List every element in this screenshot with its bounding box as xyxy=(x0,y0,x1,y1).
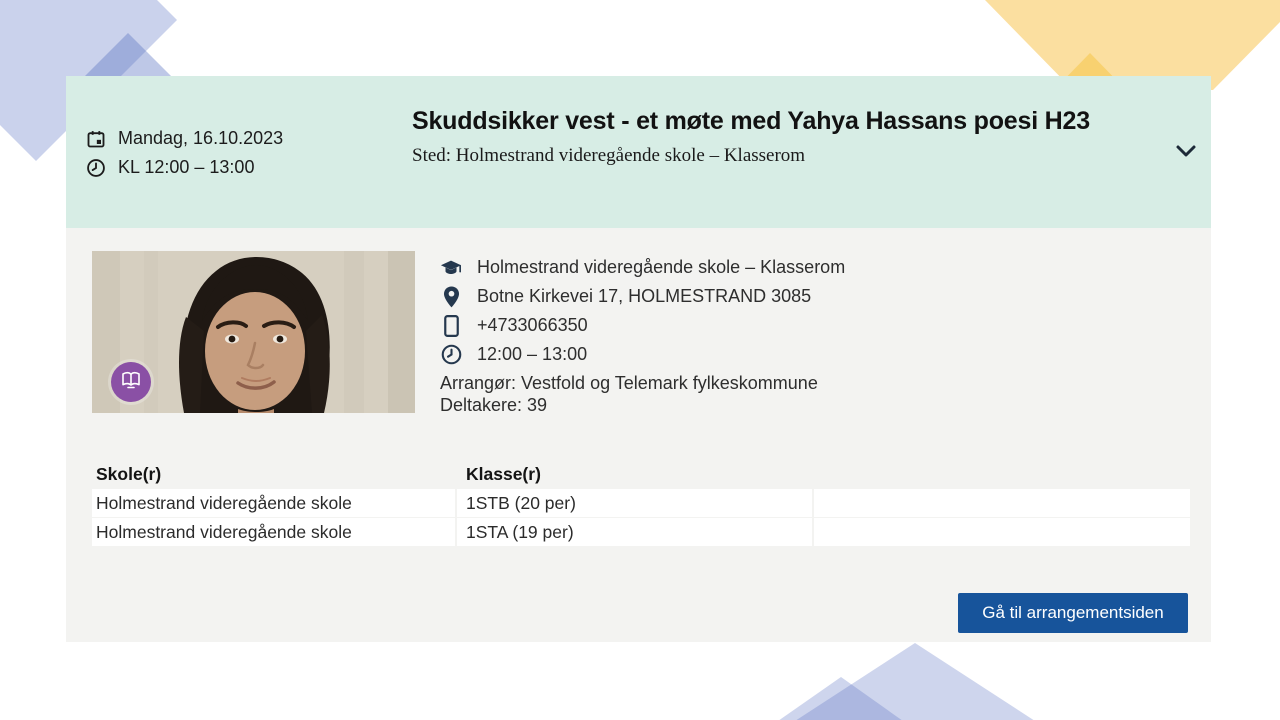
time-detail-row: 12:00 – 13:00 xyxy=(440,340,1000,369)
location-pin-icon xyxy=(440,285,462,308)
decor-bottom-triangles xyxy=(779,643,1034,720)
time-row: KL 12:00 – 13:00 xyxy=(86,155,283,180)
cell-empty xyxy=(814,489,1190,517)
cell-empty xyxy=(814,518,1190,546)
phone-row: +4733066350 xyxy=(440,311,1000,340)
cell-klasse: 1STB (20 per) xyxy=(457,489,812,517)
organizer-text: Arrangør: Vestfold og Telemark fylkeskom… xyxy=(440,373,818,393)
venue-row: Holmestrand videregående skole – Klasser… xyxy=(440,253,1000,282)
event-card-header: Mandag, 16.10.2023 KL 12:00 – 13:00 Skud… xyxy=(66,76,1211,228)
clock-icon xyxy=(440,344,462,365)
open-book-icon xyxy=(119,368,143,397)
address-text: Botne Kirkevei 17, HOLMESTRAND 3085 xyxy=(477,286,812,306)
table-row: Holmestrand videregående skole 1STA (19 … xyxy=(92,518,1190,546)
mobile-phone-icon xyxy=(440,314,462,337)
phone-text: +4733066350 xyxy=(477,315,588,335)
venue-text: Holmestrand videregående skole – Klasser… xyxy=(477,257,846,277)
clock-icon xyxy=(86,158,106,178)
table-row: Holmestrand videregående skole 1STB (20 … xyxy=(92,489,1190,517)
event-location-line: Sted: Holmestrand videregående skole – K… xyxy=(412,145,806,166)
date-row: Mandag, 16.10.2023 xyxy=(86,126,283,151)
datetime-block: Mandag, 16.10.2023 KL 12:00 – 13:00 xyxy=(86,126,283,180)
cell-skole: Holmestrand videregående skole xyxy=(92,518,455,546)
title-block: Skuddsikker vest - et møte med Yahya Has… xyxy=(412,101,1132,169)
time-detail-text: 12:00 – 13:00 xyxy=(477,344,588,364)
address-row: Botne Kirkevei 17, HOLMESTRAND 3085 xyxy=(440,282,1000,311)
graduation-cap-icon xyxy=(440,257,462,279)
cell-klasse: 1STA (19 per) xyxy=(457,518,812,546)
event-time-range: KL 12:00 – 13:00 xyxy=(118,157,255,177)
calendar-icon xyxy=(86,129,106,149)
event-card: Mandag, 16.10.2023 KL 12:00 – 13:00 Skud… xyxy=(66,76,1211,642)
classes-table: Skole(r) Klasse(r) Holmestrand videregåe… xyxy=(92,460,1190,547)
cell-skole: Holmestrand videregående skole xyxy=(92,489,455,517)
event-details: Holmestrand videregående skole – Klasser… xyxy=(440,253,1000,416)
go-to-event-button[interactable]: Gå til arrangementsiden xyxy=(958,593,1188,633)
event-date: Mandag, 16.10.2023 xyxy=(118,128,284,148)
chevron-down-icon[interactable] xyxy=(1174,142,1198,162)
column-header-klasse: Klasse(r) xyxy=(466,464,541,484)
column-header-skole: Skole(r) xyxy=(96,464,162,484)
event-photo xyxy=(92,251,415,413)
table-header-row: Skole(r) Klasse(r) xyxy=(92,460,1190,489)
event-title: Skuddsikker vest - et møte med Yahya Has… xyxy=(412,107,1090,135)
participants-text: Deltakere: 39 xyxy=(440,395,548,415)
category-badge xyxy=(111,362,151,402)
